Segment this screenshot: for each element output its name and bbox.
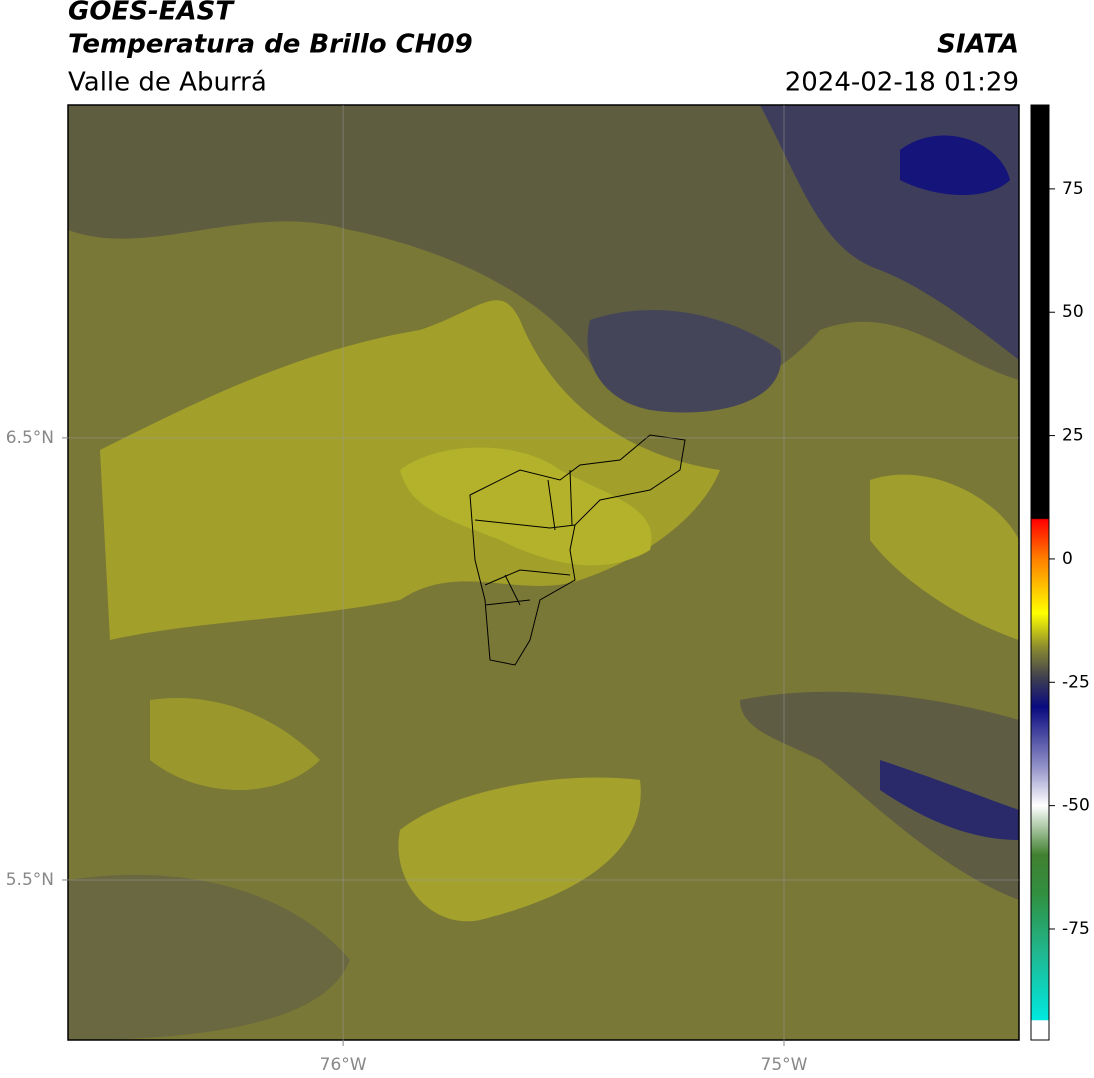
subtitle: Temperatura de Brillo CH09 [68, 30, 473, 60]
datetime: 2024-02-18 01:29 [785, 68, 1019, 98]
region: Valle de Aburrá [68, 68, 267, 98]
map-field [68, 105, 1019, 1040]
colorbar-tick-label: 50 [1062, 302, 1084, 322]
x-tick-label: 75°W [761, 1055, 808, 1075]
map-frame [67, 104, 1020, 1041]
colorbar-tick-label: -50 [1062, 796, 1090, 816]
title: GOES-EAST [68, 0, 235, 27]
colorbar-tick-label: 0 [1062, 549, 1073, 569]
colorbar-tick-label: 75 [1062, 179, 1084, 199]
colorbar-tick-label: -25 [1062, 672, 1090, 692]
colorbar [1030, 104, 1050, 1041]
x-tick-label: 76°W [320, 1055, 367, 1075]
colorbar-tick-label: -75 [1062, 919, 1090, 939]
valley-outline [469, 434, 686, 666]
colorbar-tick-label: 25 [1062, 426, 1084, 446]
y-tick-label: 6.5°N [6, 428, 54, 448]
y-tick-label: 5.5°N [6, 870, 54, 890]
source: SIATA [937, 30, 1019, 60]
